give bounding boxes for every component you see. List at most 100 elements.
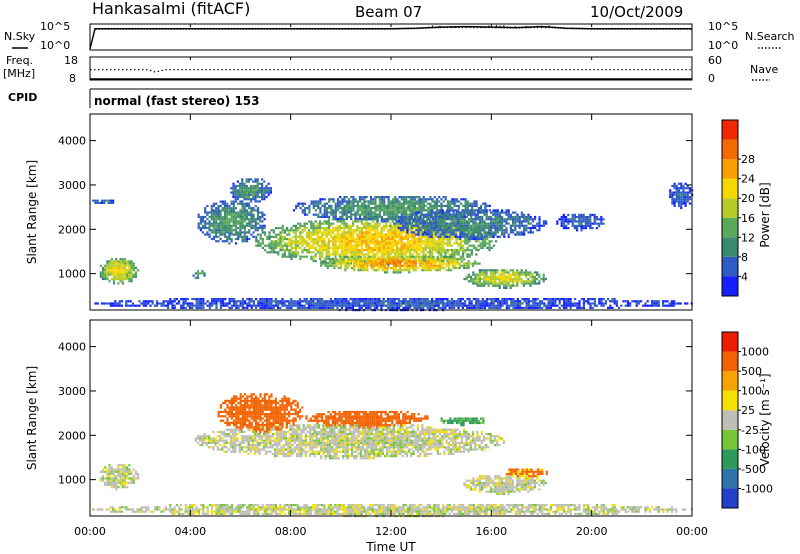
power-cell xyxy=(481,269,484,272)
power-cell xyxy=(391,244,394,247)
power-cell xyxy=(484,242,487,245)
power-cell xyxy=(356,238,359,241)
power-cell xyxy=(563,300,566,303)
power-cell xyxy=(556,222,559,225)
power-cell xyxy=(416,209,419,212)
power-cell xyxy=(399,215,402,219)
power-cell xyxy=(310,246,313,249)
power-cell xyxy=(334,238,337,241)
power-cell xyxy=(494,222,497,225)
power-cell xyxy=(498,282,501,285)
power-cell xyxy=(489,282,492,285)
power-cell xyxy=(128,269,131,272)
power-cell xyxy=(415,213,418,216)
power-cell xyxy=(334,235,337,238)
power-cell xyxy=(505,222,508,225)
power-cell xyxy=(108,273,111,276)
power-cell xyxy=(466,202,469,205)
power-cell xyxy=(552,302,555,305)
power-cell xyxy=(470,220,473,223)
power-cell xyxy=(380,227,383,230)
power-cell xyxy=(437,229,440,232)
power-cell xyxy=(261,306,264,309)
power-cell xyxy=(347,304,350,307)
power-cell xyxy=(255,235,258,238)
power-cell xyxy=(439,235,442,238)
power-cell xyxy=(243,207,246,210)
power-cell xyxy=(389,298,392,301)
power-cell xyxy=(295,207,298,210)
power-cell xyxy=(336,302,339,305)
power-cell xyxy=(99,264,102,267)
power-cell xyxy=(391,211,395,214)
power-cell xyxy=(294,304,297,307)
power-cell xyxy=(367,218,370,221)
power-cell xyxy=(450,222,453,225)
power-cell xyxy=(402,218,405,221)
power-cell xyxy=(466,213,469,216)
power-cell xyxy=(263,191,266,194)
power-cell xyxy=(472,280,475,283)
power-cell xyxy=(508,298,511,301)
power-cell xyxy=(332,198,335,201)
power-cell xyxy=(299,242,302,245)
power-cell xyxy=(299,227,302,230)
power-cell xyxy=(202,300,205,303)
power-cell xyxy=(402,246,405,249)
power-cell xyxy=(258,187,261,190)
power-cell xyxy=(490,304,493,307)
power-cell xyxy=(450,300,453,303)
power-cell xyxy=(228,207,231,210)
power-cell xyxy=(239,300,242,303)
power-cell xyxy=(442,300,445,303)
power-cell xyxy=(388,255,391,259)
power-cell xyxy=(395,220,398,223)
power-cell xyxy=(407,249,410,252)
power-cell xyxy=(474,260,477,263)
power-cell xyxy=(420,306,423,309)
power-cell xyxy=(239,209,242,212)
power-cell xyxy=(498,229,501,232)
power-cell xyxy=(279,302,282,305)
power-cell xyxy=(323,204,326,207)
power-cell xyxy=(327,246,330,249)
power-cell xyxy=(252,191,255,194)
power-cell xyxy=(378,222,381,225)
power-cell xyxy=(316,231,319,234)
power-cell xyxy=(228,235,231,238)
power-cell xyxy=(468,300,471,303)
power-cell xyxy=(512,220,515,223)
power-cell xyxy=(459,218,462,221)
power-cell xyxy=(336,229,339,232)
power-cell xyxy=(391,300,394,303)
power-cell xyxy=(349,253,352,256)
power-cell xyxy=(376,229,379,232)
power-cell xyxy=(210,213,213,216)
power-cell xyxy=(339,260,343,263)
power-cell xyxy=(94,201,97,204)
power-cell xyxy=(334,249,337,252)
power-cell xyxy=(413,224,416,227)
power-cell xyxy=(334,207,337,210)
power-cell xyxy=(466,200,469,203)
power-cell xyxy=(257,244,260,247)
power-cell xyxy=(380,238,383,241)
power-cell xyxy=(478,284,481,287)
power-cell xyxy=(247,187,250,190)
power-cell xyxy=(456,258,459,261)
power-cell xyxy=(357,258,360,261)
power-cell xyxy=(307,304,310,307)
power-cell xyxy=(371,233,374,236)
power-cell xyxy=(496,226,499,230)
power-cell xyxy=(533,280,536,283)
power-cell xyxy=(171,302,174,305)
power-cell xyxy=(428,224,431,227)
power-cell xyxy=(206,222,209,225)
power-cell xyxy=(226,220,229,223)
power-cell xyxy=(268,302,271,305)
power-cell xyxy=(446,238,449,241)
power-cell xyxy=(128,264,131,267)
power-cell xyxy=(303,304,306,307)
power-cell xyxy=(401,264,404,267)
power-cell xyxy=(405,260,409,263)
